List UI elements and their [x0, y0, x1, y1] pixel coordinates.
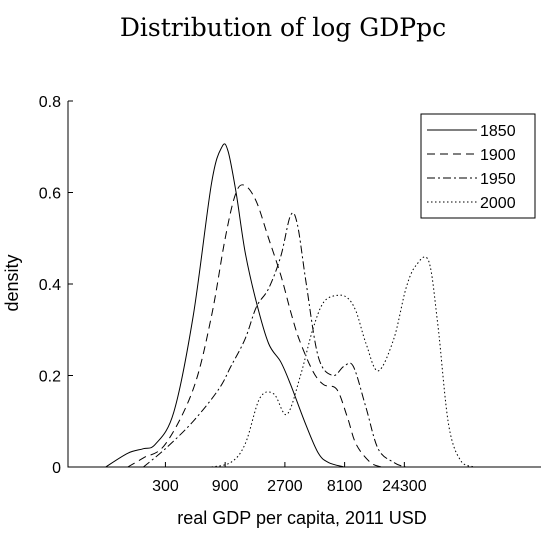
legend-items: 1850 1900 1950 2000 [427, 123, 516, 212]
series-line-2000 [211, 256, 476, 468]
legend-label-1850: 1850 [480, 123, 516, 140]
x-tick-label: 900 [212, 478, 239, 495]
x-tick-label: 8100 [327, 478, 363, 495]
y-tick-label: 0.8 [39, 94, 61, 111]
series-line-1850 [105, 143, 345, 468]
legend-box [420, 113, 536, 219]
x-ticks: 300 900 2700 8100 24300 [152, 462, 427, 495]
y-tick-label: 0.6 [39, 186, 61, 203]
y-tick-label: 0.4 [39, 277, 61, 294]
y-axis-label: density [2, 254, 22, 311]
x-tick-label: 300 [152, 478, 179, 495]
legend: 1850 1900 1950 2000 [420, 113, 536, 219]
x-tick-label: 2700 [267, 478, 303, 495]
y-tick-label: 0.2 [39, 369, 61, 386]
legend-label-2000: 2000 [480, 195, 516, 212]
series-line-1950 [143, 212, 416, 468]
x-axis-label: real GDP per capita, 2011 USD [177, 508, 426, 528]
series-line-1900 [127, 184, 382, 468]
x-tick-label: 24300 [382, 478, 427, 495]
y-tick-label: 0 [52, 460, 61, 477]
legend-label-1950: 1950 [480, 171, 516, 188]
series-lines [105, 143, 476, 468]
chart-title: Distribution of log GDPpc [120, 13, 446, 42]
legend-label-1900: 1900 [480, 147, 516, 164]
y-ticks: 0 0.2 0.4 0.6 0.8 [39, 94, 73, 477]
plot-area: 0 0.2 0.4 0.6 0.8 300 900 2700 8100 24300 [39, 94, 541, 495]
